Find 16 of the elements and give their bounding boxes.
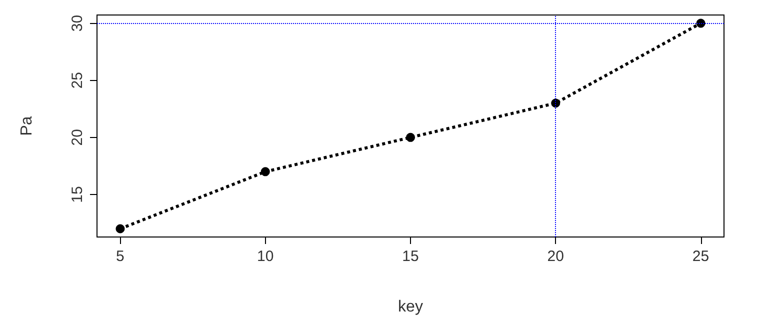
point <box>260 167 270 176</box>
x-tick-label: 25 <box>692 248 710 265</box>
x-tick-label: 15 <box>402 248 419 265</box>
point <box>116 224 125 234</box>
x-tick-label: 20 <box>547 248 564 265</box>
y-tick-label: 25 <box>69 72 86 89</box>
point <box>406 132 415 142</box>
y-tick-label: 15 <box>69 186 86 203</box>
x-tick-label: 10 <box>257 248 274 265</box>
x-tick-label: 5 <box>116 248 124 265</box>
y-axis-title: Pa <box>18 116 36 136</box>
point <box>551 98 560 108</box>
point <box>696 18 706 28</box>
x-axis-title: key <box>398 298 423 316</box>
y-tick-label: 20 <box>69 129 86 146</box>
y-tick-label: 30 <box>69 14 86 32</box>
